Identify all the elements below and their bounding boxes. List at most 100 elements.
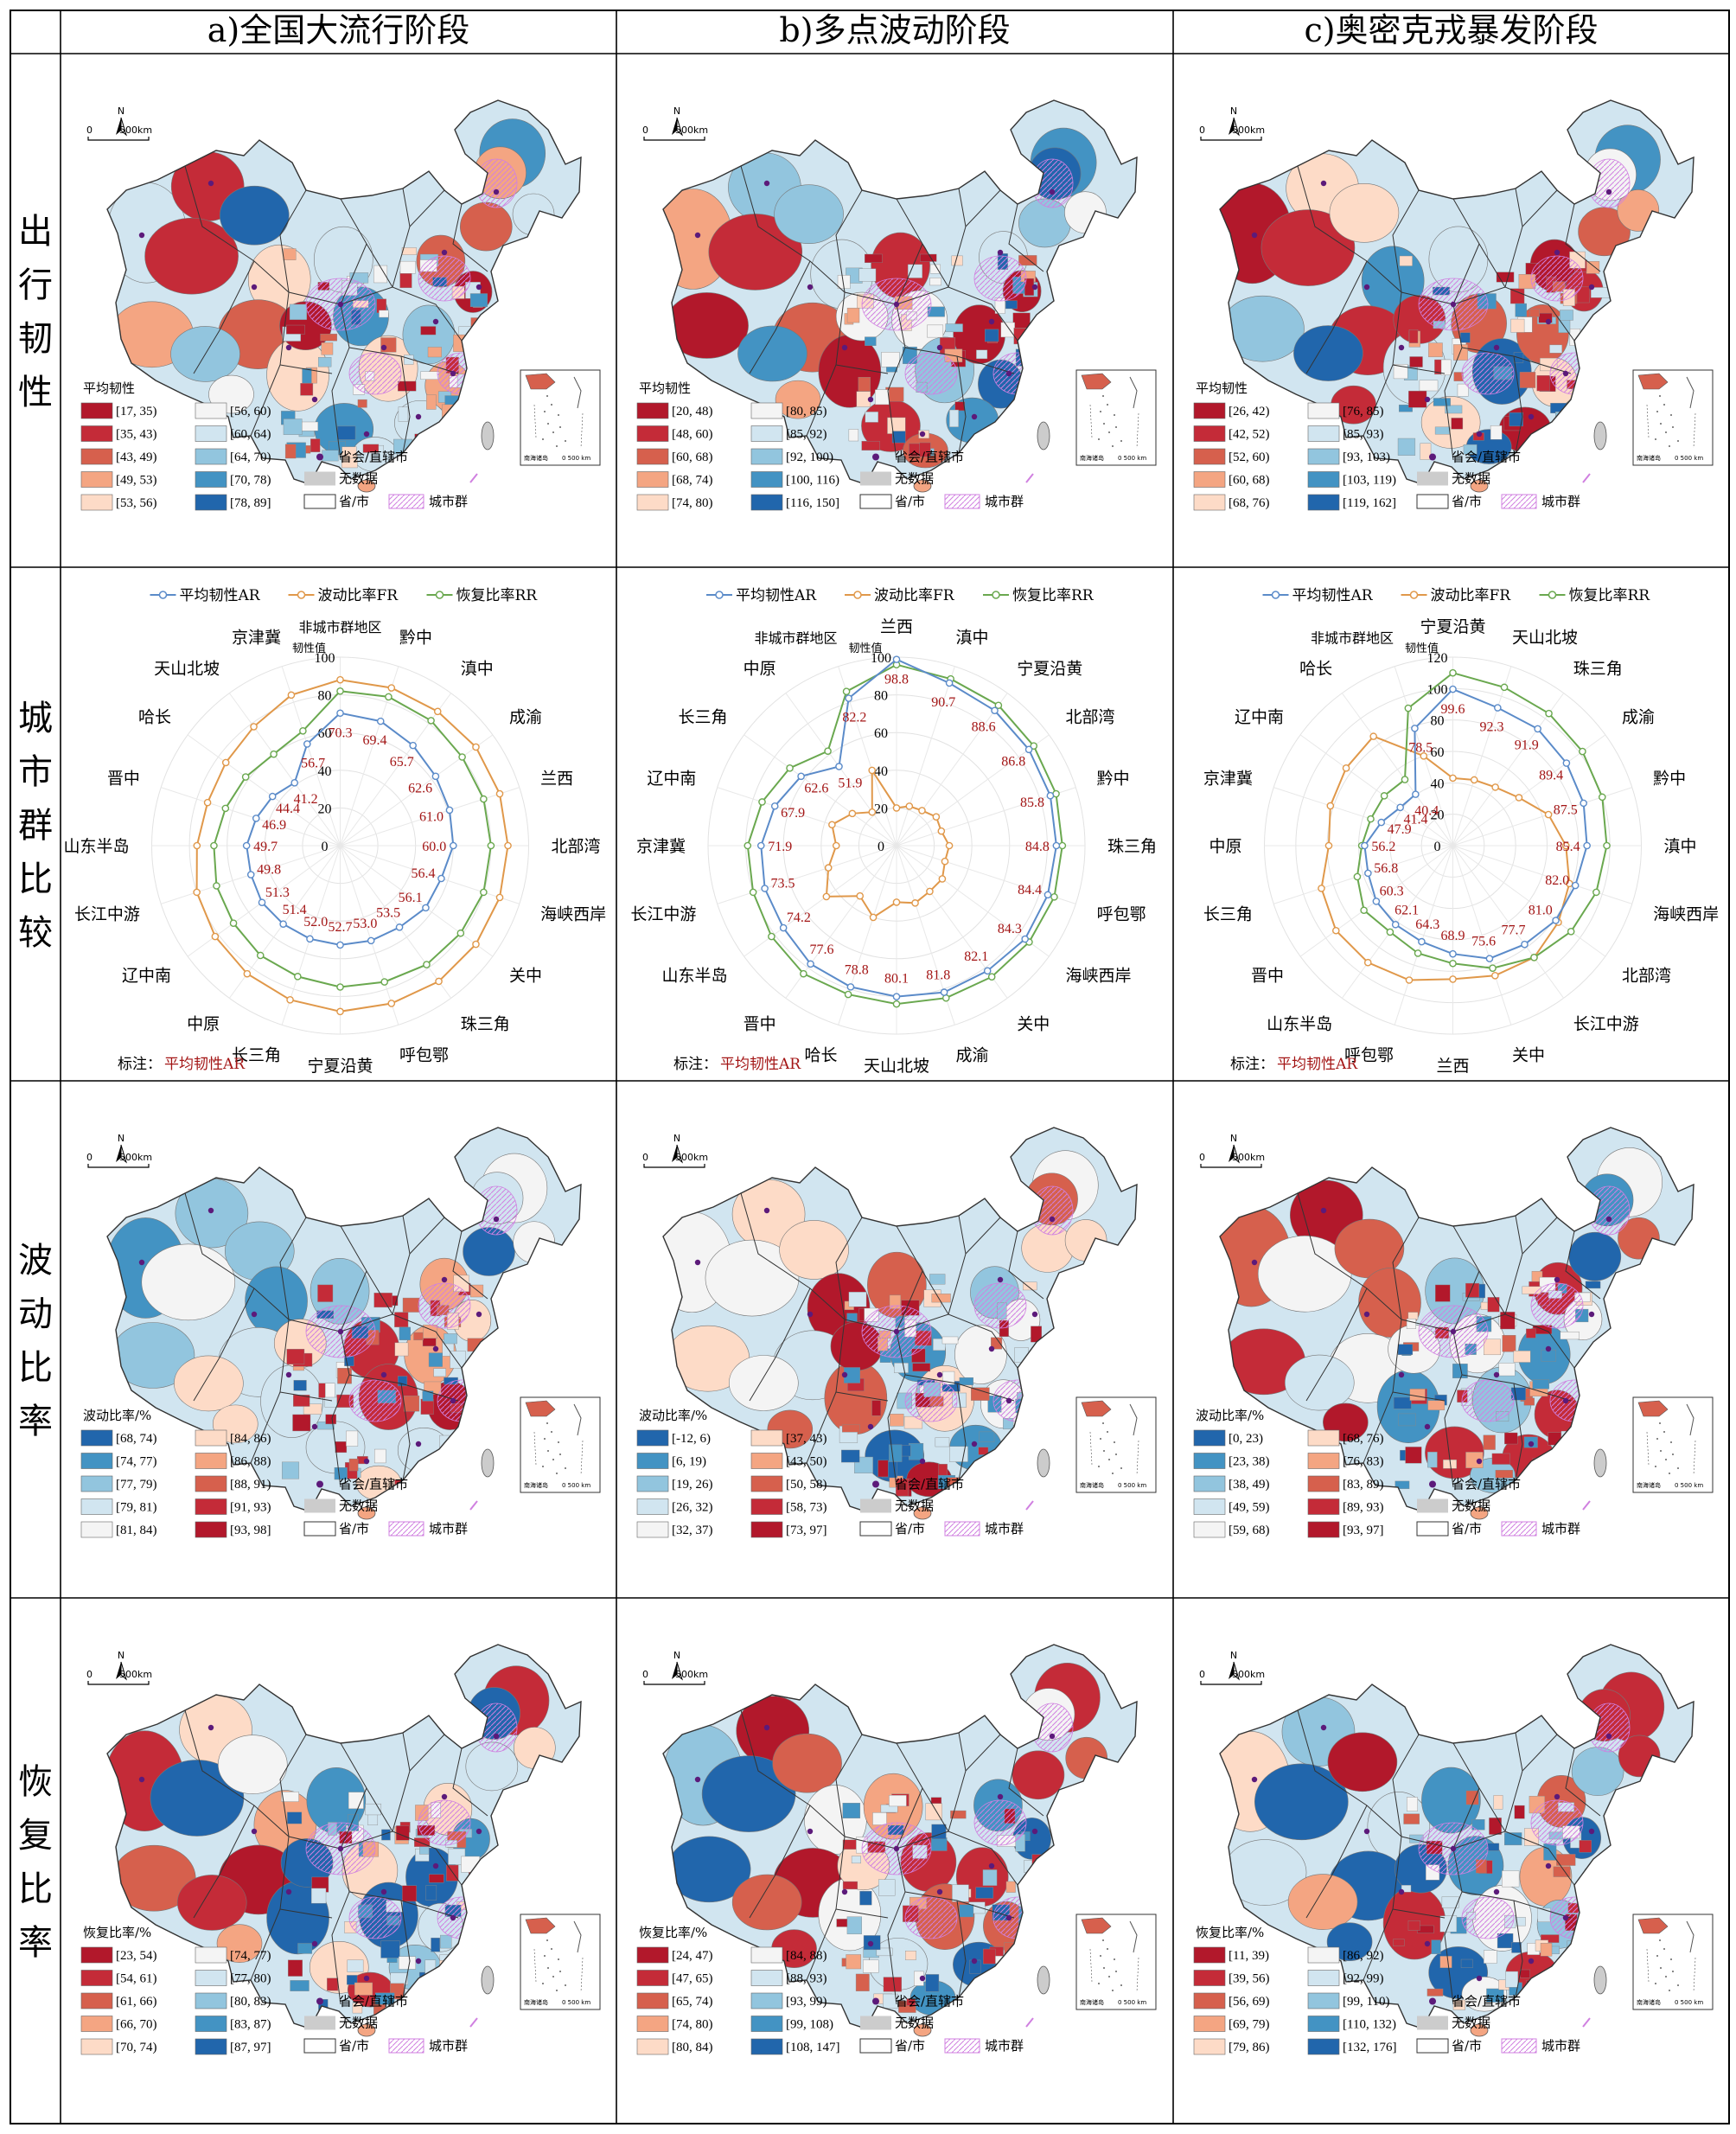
map-region bbox=[1498, 1363, 1516, 1377]
map-region bbox=[320, 333, 337, 342]
scale-label: 500km bbox=[675, 125, 708, 136]
radar-tick-label: 40 bbox=[874, 764, 888, 779]
radar-category-label: 哈长 bbox=[804, 1046, 837, 1065]
radar-data-label: 53.5 bbox=[376, 906, 400, 921]
map-region bbox=[176, 1875, 247, 1931]
radar-data-label: 86.8 bbox=[1001, 755, 1025, 770]
map-region bbox=[1583, 1946, 1602, 1963]
legend-swatch bbox=[1193, 1475, 1226, 1492]
radar-category-label: 北部湾 bbox=[552, 837, 601, 856]
map-region bbox=[967, 439, 980, 448]
province-border bbox=[1513, 355, 1523, 454]
radar-point-0 bbox=[1580, 799, 1587, 808]
capital-marker bbox=[919, 1975, 926, 1982]
map-region bbox=[855, 1973, 870, 1991]
scale-label: 500km bbox=[1232, 1152, 1265, 1163]
map-region bbox=[476, 458, 487, 474]
map-region bbox=[941, 1336, 959, 1345]
row-header-char: 率 bbox=[18, 1402, 53, 1441]
radar-point-0 bbox=[1449, 949, 1457, 958]
legend-swatch bbox=[1307, 2016, 1340, 2032]
inset-island bbox=[1098, 1466, 1100, 1467]
province-border bbox=[835, 364, 889, 374]
map-region bbox=[865, 336, 877, 346]
radar-point-2 bbox=[1360, 906, 1368, 915]
capital-marker bbox=[138, 1776, 145, 1783]
scale-label: 500km bbox=[1232, 1669, 1265, 1680]
radar-point-0 bbox=[1534, 725, 1541, 733]
radar-category-label: 长江中游 bbox=[1573, 1014, 1639, 1033]
legend-province: 省/市 bbox=[339, 494, 369, 509]
capital-marker bbox=[867, 1423, 874, 1430]
map-region bbox=[1549, 344, 1562, 354]
legend-swatch bbox=[750, 1453, 783, 1469]
capital-marker bbox=[1476, 1975, 1483, 1982]
radar-point-1 bbox=[336, 1007, 344, 1016]
map-region bbox=[1523, 1397, 1535, 1406]
inset-label: 南海诸岛 bbox=[524, 1481, 548, 1489]
inset-dashline bbox=[1646, 404, 1696, 449]
map-region bbox=[1514, 1805, 1525, 1819]
map-region bbox=[325, 1414, 336, 1425]
map-region bbox=[1580, 438, 1594, 450]
capital-marker bbox=[1562, 370, 1569, 377]
island-mark bbox=[1582, 473, 1591, 483]
map-region bbox=[450, 1351, 466, 1369]
map-region bbox=[858, 268, 877, 282]
map-region bbox=[848, 1292, 867, 1307]
capital-marker bbox=[1493, 1888, 1500, 1895]
province-border bbox=[1452, 1313, 1575, 1369]
province-border bbox=[340, 1270, 367, 1332]
legend-range: [65, 74) bbox=[672, 1995, 713, 2009]
map-region bbox=[846, 307, 860, 323]
inset-island bbox=[1655, 1466, 1656, 1467]
province-border bbox=[887, 1331, 906, 1488]
province-border bbox=[835, 189, 863, 293]
radar-chart-b: 平均韧性AR 波动比率FR 恢复比率RR020406080100韧性值98.890.… bbox=[630, 587, 1157, 1076]
south-sea-inset: 南海诸岛 0 500 km bbox=[1075, 1914, 1157, 2010]
capital-marker bbox=[450, 1397, 456, 1404]
map-region bbox=[949, 409, 959, 427]
radar-tick-label: 60 bbox=[874, 726, 888, 741]
row-header-char: 率 bbox=[18, 1923, 53, 1963]
legend-range: [68, 74) bbox=[672, 474, 713, 488]
legend-swatch bbox=[195, 2016, 227, 2032]
scale-bar bbox=[1200, 1681, 1262, 1685]
capital-marker bbox=[807, 284, 814, 291]
inset-island bbox=[565, 440, 566, 442]
scale-zero: 0 bbox=[1199, 125, 1205, 136]
capital-marker bbox=[285, 344, 292, 351]
map-region bbox=[929, 1274, 946, 1285]
radar-category-label: 辽中南 bbox=[647, 770, 696, 789]
radar-point-0 bbox=[892, 655, 901, 663]
map-region bbox=[908, 1442, 924, 1460]
radar-spoke bbox=[1273, 787, 1453, 847]
capital-marker bbox=[1528, 413, 1535, 420]
north-arrow-icon bbox=[1229, 1662, 1234, 1679]
agglomeration-area bbox=[1530, 255, 1584, 302]
radar-data-label: 47.9 bbox=[1388, 822, 1412, 837]
legend-range: [99, 110) bbox=[1343, 1995, 1389, 2009]
map-region bbox=[1407, 1797, 1418, 1811]
map-region bbox=[475, 1387, 491, 1402]
province-border bbox=[887, 303, 906, 461]
map-region bbox=[1030, 1907, 1049, 1922]
radar-point-0 bbox=[1485, 955, 1494, 962]
radar-tick-label: 60 bbox=[1431, 745, 1445, 760]
map-region bbox=[1420, 396, 1481, 449]
province-border bbox=[1392, 1908, 1446, 1919]
inset-island bbox=[1655, 1983, 1656, 1984]
radar-point-0 bbox=[1046, 791, 1055, 800]
legend-agglomeration: 城市群 bbox=[429, 494, 468, 509]
south-sea-inset: 南海诸岛 0 500 km bbox=[520, 369, 601, 466]
inset-island bbox=[1107, 404, 1108, 406]
inset-island bbox=[1108, 431, 1110, 433]
legend-nodata-swatch bbox=[1417, 1498, 1448, 1513]
radar-axis-title: 韧性值 bbox=[848, 642, 882, 655]
province-border bbox=[331, 303, 350, 461]
map-region bbox=[881, 352, 900, 367]
legend-range: [80, 85) bbox=[786, 405, 827, 418]
radar-tick-label: 80 bbox=[318, 689, 332, 704]
map-region bbox=[1431, 1939, 1441, 1954]
